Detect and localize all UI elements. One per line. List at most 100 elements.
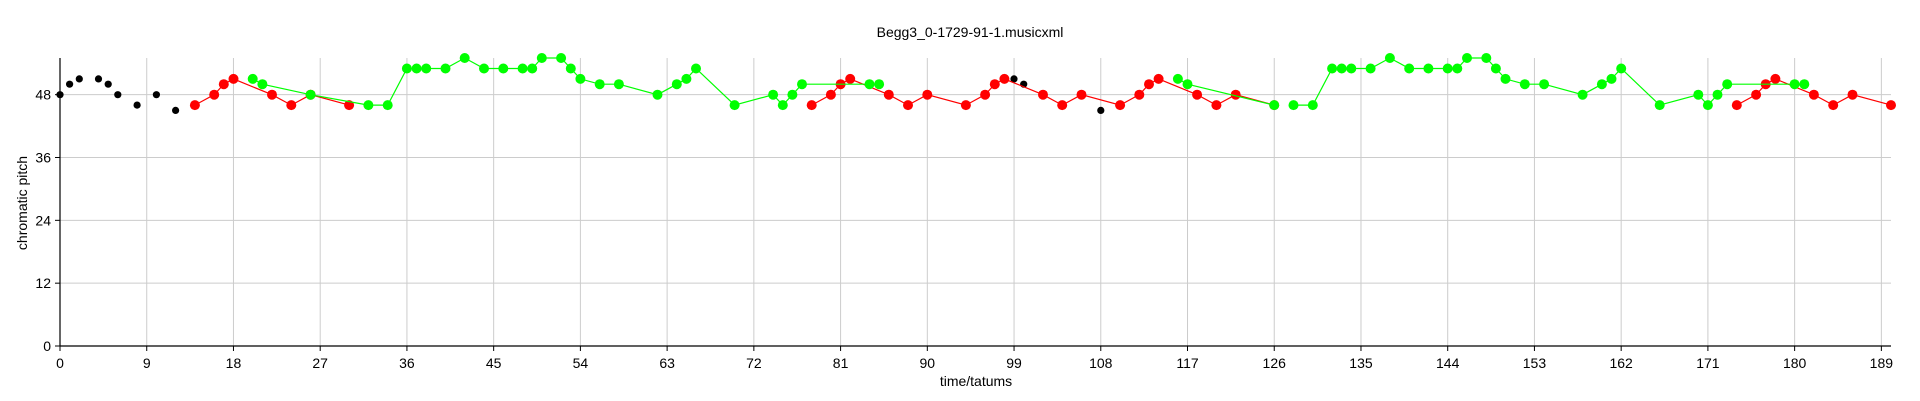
data-point bbox=[1365, 63, 1376, 74]
data-point bbox=[922, 89, 933, 100]
data-point bbox=[247, 73, 258, 84]
data-point bbox=[806, 100, 817, 111]
data-point bbox=[787, 89, 798, 100]
data-point bbox=[1751, 89, 1762, 100]
data-point bbox=[536, 53, 547, 63]
data-point bbox=[1596, 79, 1607, 90]
data-point bbox=[1577, 89, 1588, 100]
data-point bbox=[152, 91, 160, 99]
chart-title: Begg3_0-1729-91-1.musicxml bbox=[877, 24, 1064, 40]
data-point bbox=[209, 89, 220, 100]
data-point bbox=[777, 100, 788, 111]
data-point bbox=[1182, 79, 1193, 90]
data-point bbox=[382, 100, 393, 111]
data-point bbox=[517, 63, 528, 74]
data-point bbox=[1097, 106, 1105, 114]
data-point bbox=[401, 63, 412, 74]
data-point bbox=[1010, 75, 1018, 83]
x-tick-label: 126 bbox=[1263, 355, 1287, 371]
x-tick-label: 81 bbox=[833, 355, 849, 371]
data-point bbox=[1336, 63, 1347, 74]
x-tick-label: 0 bbox=[56, 355, 64, 371]
data-point bbox=[421, 63, 432, 74]
data-point bbox=[864, 79, 875, 90]
data-point bbox=[189, 100, 200, 111]
data-point bbox=[218, 79, 229, 90]
data-point bbox=[1828, 100, 1839, 111]
data-point bbox=[960, 100, 971, 111]
data-point bbox=[1519, 79, 1530, 90]
data-point bbox=[768, 89, 779, 100]
data-point bbox=[363, 100, 374, 111]
data-point bbox=[825, 89, 836, 100]
y-tick-label: 0 bbox=[43, 338, 51, 354]
x-axis-label: time/tatums bbox=[940, 373, 1012, 389]
data-point bbox=[459, 53, 470, 63]
data-point bbox=[286, 100, 297, 111]
y-tick-label: 12 bbox=[35, 275, 51, 291]
data-point bbox=[1481, 53, 1492, 63]
data-point bbox=[1442, 63, 1453, 74]
x-tick-label: 99 bbox=[1006, 355, 1022, 371]
data-point bbox=[411, 63, 422, 74]
data-point bbox=[1606, 73, 1617, 84]
data-point bbox=[1731, 100, 1742, 111]
data-point bbox=[613, 79, 624, 90]
data-point bbox=[1211, 100, 1222, 111]
data-point bbox=[594, 79, 605, 90]
x-tick-label: 153 bbox=[1523, 355, 1547, 371]
data-point bbox=[1288, 100, 1299, 111]
data-point bbox=[1230, 89, 1241, 100]
data-point bbox=[729, 100, 740, 111]
data-point bbox=[1153, 73, 1164, 84]
data-point bbox=[527, 63, 538, 74]
y-axis-label: chromatic pitch bbox=[14, 156, 30, 250]
data-point bbox=[1712, 89, 1723, 100]
data-point bbox=[1134, 89, 1145, 100]
x-tick-label: 117 bbox=[1176, 355, 1199, 371]
data-point bbox=[1057, 100, 1068, 111]
data-point bbox=[874, 79, 885, 90]
data-point bbox=[845, 73, 856, 84]
data-point bbox=[66, 80, 74, 88]
data-point bbox=[1346, 63, 1357, 74]
series-line bbox=[1293, 57, 1805, 106]
x-tick-label: 180 bbox=[1783, 355, 1807, 371]
data-point bbox=[1462, 53, 1472, 63]
data-point bbox=[1452, 63, 1463, 74]
data-point bbox=[1616, 63, 1627, 74]
data-point bbox=[1172, 73, 1183, 84]
data-point bbox=[883, 89, 894, 100]
data-point bbox=[498, 63, 509, 74]
data-point bbox=[104, 80, 112, 88]
x-tick-label: 108 bbox=[1089, 355, 1113, 371]
data-point bbox=[575, 73, 586, 84]
x-tick-label: 54 bbox=[573, 355, 589, 371]
data-point bbox=[228, 73, 239, 84]
x-tick-label: 63 bbox=[659, 355, 675, 371]
series-line bbox=[252, 57, 880, 106]
series-1 bbox=[189, 73, 1896, 111]
data-point bbox=[999, 73, 1010, 84]
data-point bbox=[133, 101, 141, 109]
data-point bbox=[1722, 79, 1733, 90]
data-point bbox=[172, 106, 180, 114]
data-point bbox=[267, 89, 277, 100]
data-point bbox=[903, 100, 913, 111]
series-0 bbox=[56, 75, 1105, 114]
x-tick-label: 189 bbox=[1870, 355, 1894, 371]
data-point bbox=[1115, 100, 1126, 111]
x-tick-label: 144 bbox=[1436, 355, 1460, 371]
x-tick-label: 45 bbox=[486, 355, 502, 371]
data-point bbox=[1702, 100, 1713, 111]
x-tick-label: 72 bbox=[746, 355, 762, 371]
series-layer bbox=[56, 53, 1896, 114]
data-point bbox=[1404, 63, 1415, 74]
data-point bbox=[1327, 63, 1338, 74]
data-point bbox=[1076, 89, 1087, 100]
data-point bbox=[75, 75, 83, 83]
x-tick-label: 27 bbox=[312, 355, 328, 371]
x-tick-label: 90 bbox=[920, 355, 936, 371]
data-point bbox=[94, 75, 103, 83]
data-point bbox=[440, 63, 451, 74]
